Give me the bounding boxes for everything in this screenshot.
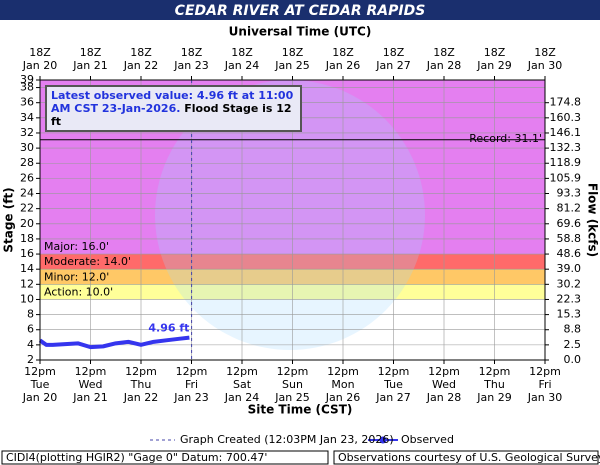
record-label: Record: 31.1'	[469, 132, 542, 145]
y-tick-label: 30	[20, 141, 34, 154]
footer-box	[1, 450, 329, 465]
y-tick-label: 16	[20, 247, 34, 260]
y-tick-label: 6	[27, 323, 34, 336]
x2-tick-label: 18Z Jan 27	[375, 46, 410, 72]
y-tick-label: 36	[20, 96, 34, 109]
legend-label: Graph Created (12:03PM Jan 23, 2026)	[180, 433, 394, 446]
latest-box: Latest observed value: 4.96 ft at 11:00 …	[45, 85, 302, 132]
footer-left: CIDI4(plotting HGIR2) "Gage 0" Datum: 70…	[6, 451, 267, 464]
y-tick-label: 8	[27, 308, 34, 321]
series-line	[38, 335, 190, 350]
x-tick-label: 12pm Wed Jan 28	[426, 365, 461, 404]
x2-tick-label: 18Z Jan 24	[224, 46, 259, 72]
legend-label: Observed	[401, 433, 454, 446]
footer-box	[333, 450, 599, 465]
y-tick-label: 26	[20, 171, 34, 184]
y2-tick-label: 132.3	[550, 141, 582, 154]
chart-title: CEDAR RIVER AT CEDAR RAPIDS	[175, 3, 426, 19]
x-tick-label: 12pm Fri Jan 23	[173, 365, 208, 404]
y2-tick-label: 146.1	[550, 126, 582, 139]
x-tick-label: 12pm Fri Jan 30	[527, 365, 562, 404]
plot-frame	[39, 79, 546, 361]
y-axis-label: Stage (ft)	[2, 187, 16, 252]
x2-tick-label: 18Z Jan 26	[325, 46, 360, 72]
y2-tick-label: 174.8	[550, 96, 582, 109]
x-tick-label: 12pm Sun Jan 25	[274, 365, 309, 404]
flood-label: Minor: 12.0'	[44, 270, 109, 283]
x-axis-label: Site Time (CST)	[248, 403, 353, 417]
x2-tick-label: 18Z Jan 29	[476, 46, 511, 72]
x2-tick-label: 18Z Jan 25	[274, 46, 309, 72]
y2-tick-label: 118.9	[550, 156, 582, 169]
y2-tick-label: 81.2	[557, 202, 582, 215]
y2-tick-label: 69.6	[557, 217, 582, 230]
latest-text: Latest observed value: 4.96 ft at 11:00 …	[51, 89, 294, 115]
watermark	[155, 80, 425, 350]
x2-tick-label: 18Z Jan 28	[426, 46, 461, 72]
y2-tick-label: 0.0	[564, 353, 582, 366]
y-tick-label: 4	[27, 338, 34, 351]
y2-tick-label: 15.3	[557, 308, 582, 321]
y-tick-label: 24	[20, 187, 34, 200]
y2-tick-label: 2.5	[564, 338, 582, 351]
y2-tick-label: 93.3	[557, 187, 582, 200]
y-tick-label: 34	[20, 111, 34, 124]
x-tick-label: 12pm Mon Jan 26	[325, 365, 360, 404]
y-tick-label: 38	[20, 81, 34, 94]
y-tick-label: 32	[20, 126, 34, 139]
y2-tick-label: 22.3	[557, 292, 582, 305]
y2-tick-label: 8.8	[564, 323, 582, 336]
y-tick-label: 28	[20, 156, 34, 169]
flood-stage-text: Flood Stage is 12 ft	[51, 102, 292, 128]
x-tick-label: 12pm Thu Jan 29	[476, 365, 511, 404]
y2-tick-label: 30.2	[557, 277, 582, 290]
flood-label: Moderate: 14.0'	[44, 255, 131, 268]
y-tick-label: 39	[20, 73, 34, 86]
title-bar	[0, 0, 600, 20]
x-tick-label: 12pm Tue Jan 20	[22, 365, 57, 404]
x-tick-label: 12pm Tue Jan 27	[375, 365, 410, 404]
x2-tick-label: 18Z Jan 21	[72, 46, 107, 72]
x2-tick-label: 18Z Jan 23	[173, 46, 208, 72]
value-label: 4.96 ft	[148, 322, 189, 335]
y-tick-label: 22	[20, 202, 34, 215]
y2-tick-label: 58.8	[557, 232, 582, 245]
x-tick-label: 12pm Thu Jan 22	[123, 365, 158, 404]
x2-tick-label: 18Z Jan 22	[123, 46, 158, 72]
flood-label: Major: 16.0'	[44, 240, 109, 253]
y2-tick-label: 105.9	[550, 171, 582, 184]
y-tick-label: 14	[20, 262, 34, 275]
footer-right: Observations courtesy of U.S. Geological…	[338, 451, 600, 464]
y-tick-label: 20	[20, 217, 34, 230]
y-tick-label: 12	[20, 277, 34, 290]
x2-tick-label: 18Z Jan 30	[527, 46, 562, 72]
legend-marker	[379, 436, 387, 444]
y-tick-label: 18	[20, 232, 34, 245]
y-tick-label: 2	[27, 353, 34, 366]
x-tick-label: 12pm Wed Jan 21	[72, 365, 107, 404]
flood-label: Action: 10.0'	[44, 285, 113, 298]
x2-axis-label: Universal Time (UTC)	[229, 25, 372, 39]
y2-axis-label: Flow (kcfs)	[586, 183, 600, 257]
y2-tick-label: 160.3	[550, 111, 582, 124]
y2-tick-label: 48.6	[557, 247, 582, 260]
y-tick-label: 10	[20, 292, 34, 305]
x2-tick-label: 18Z Jan 20	[22, 46, 57, 72]
x-tick-label: 12pm Sat Jan 24	[224, 365, 259, 404]
y2-tick-label: 39.0	[557, 262, 582, 275]
